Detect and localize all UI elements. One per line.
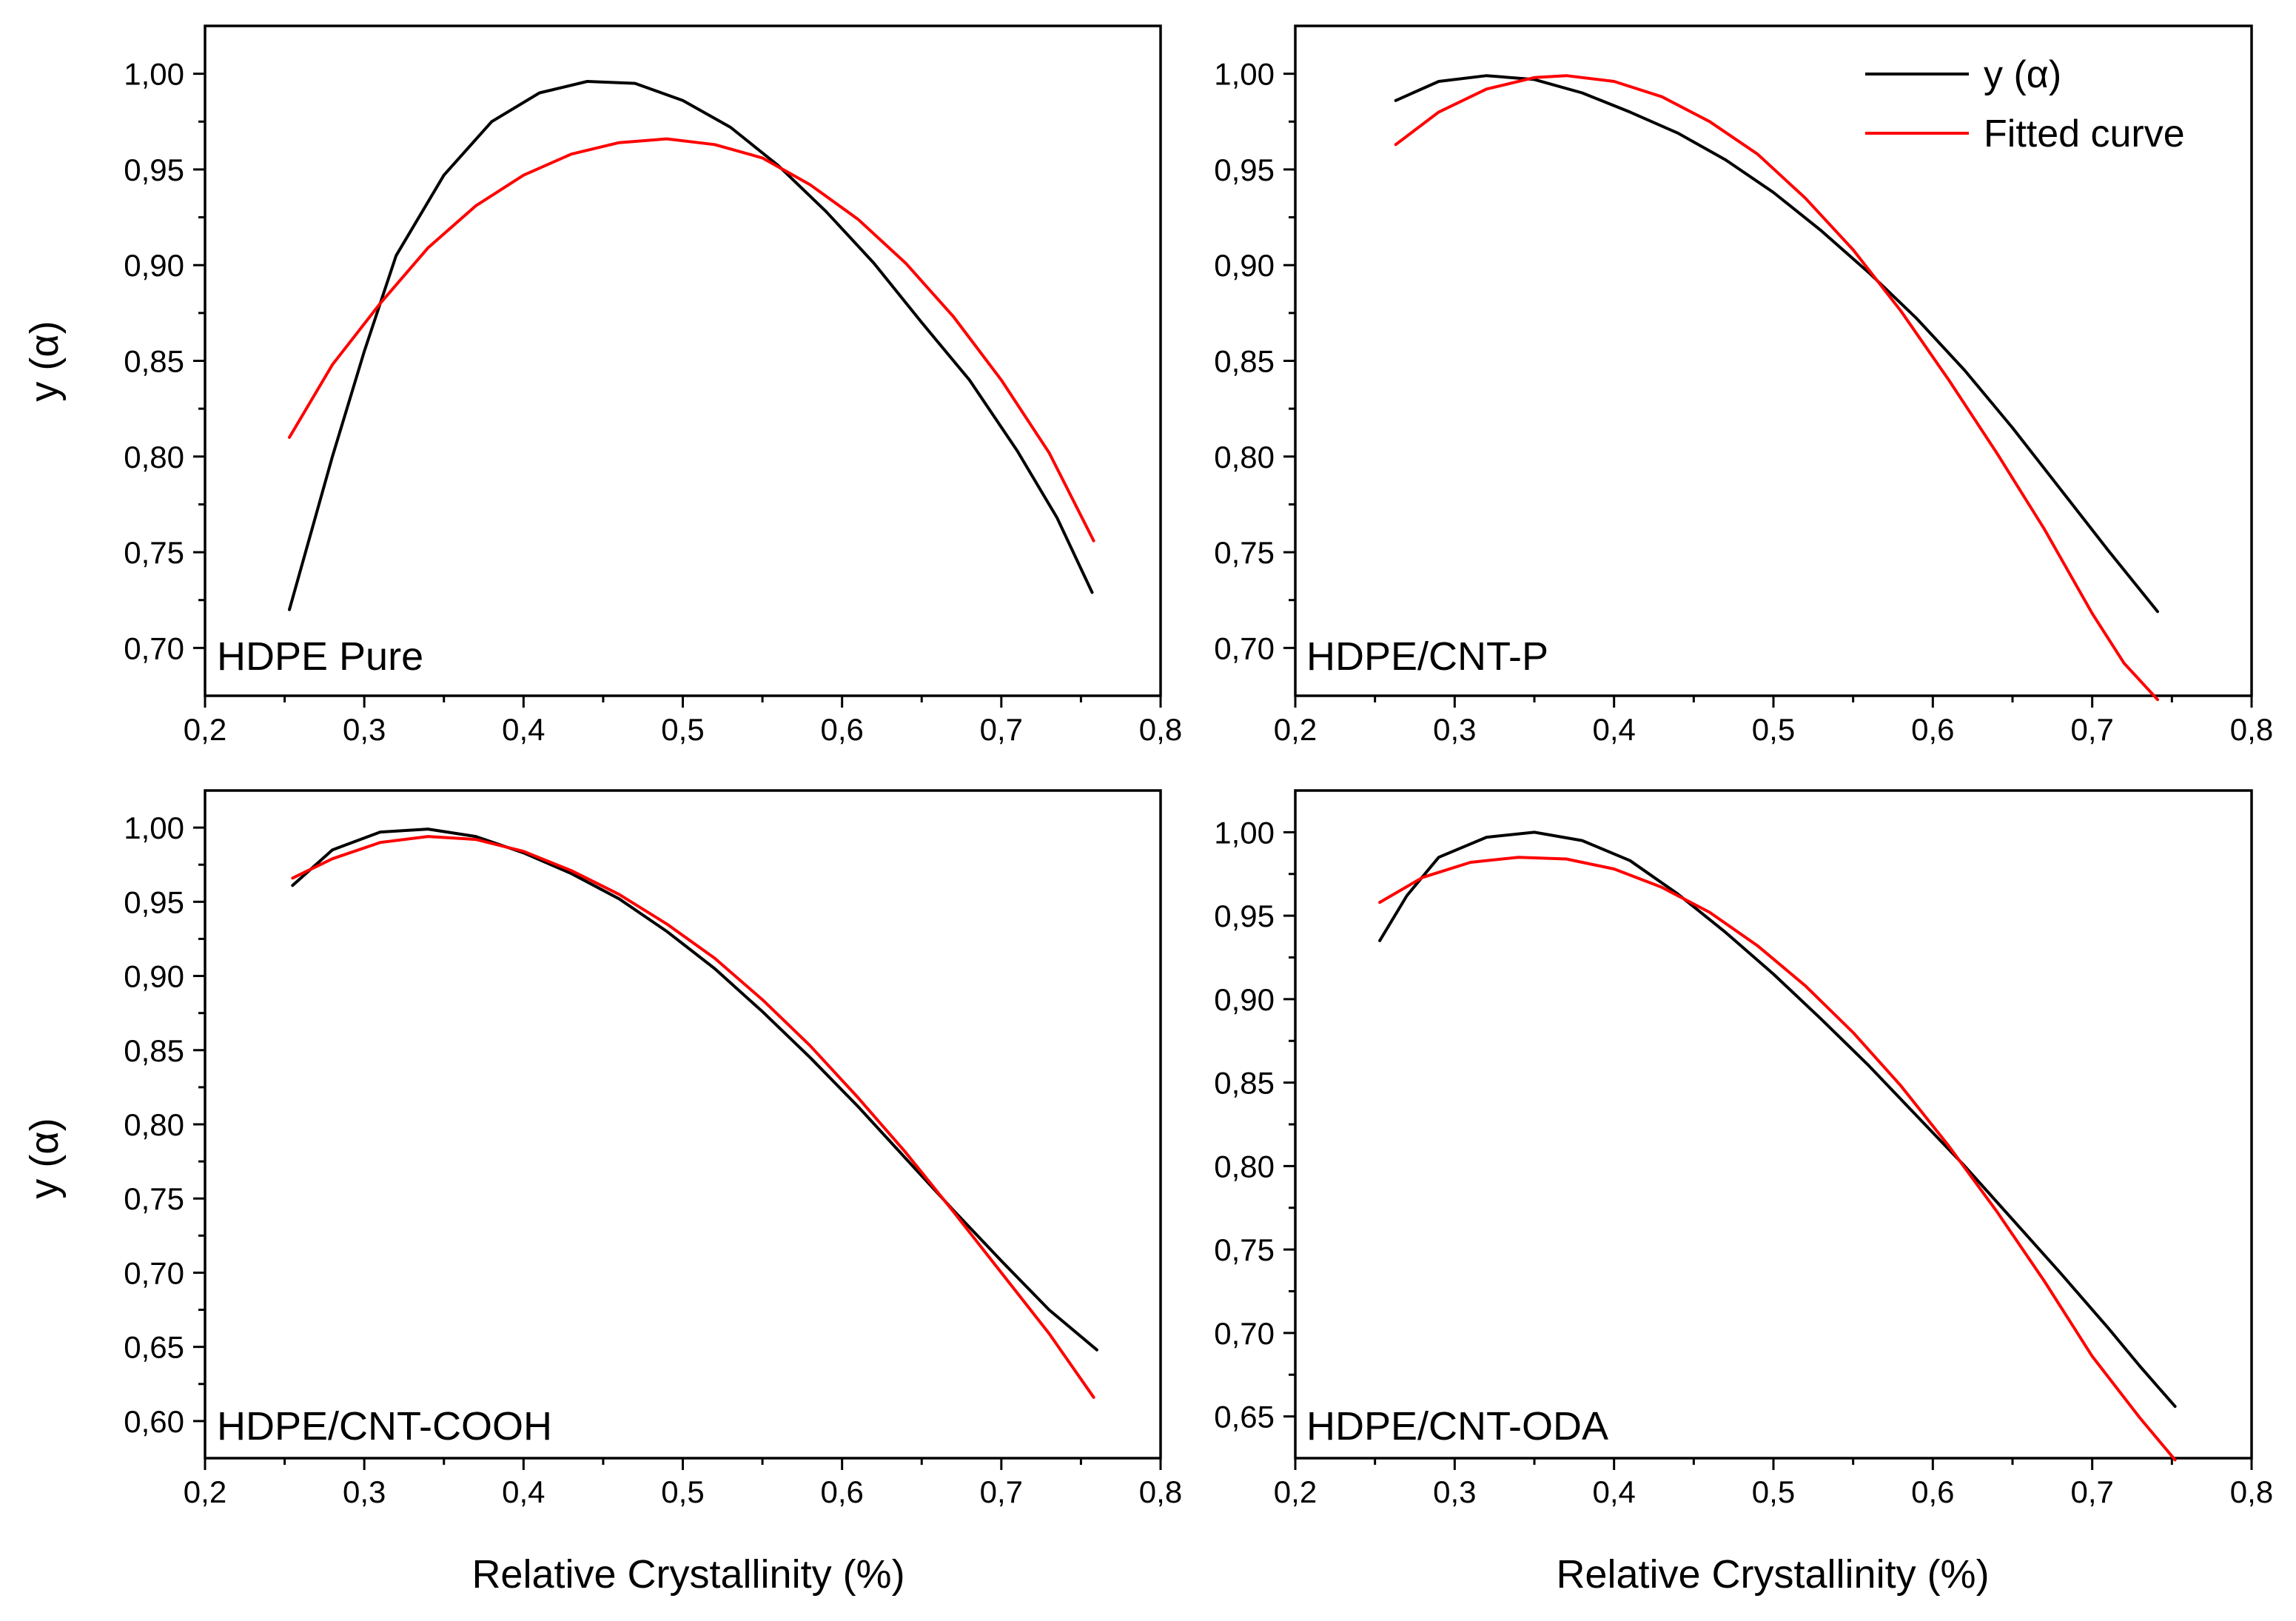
y-axis-title: y (α) bbox=[22, 320, 67, 401]
y-tick-label: 0,70 bbox=[1214, 631, 1275, 665]
series-line-y-alpha bbox=[291, 828, 1098, 1352]
x-tick-label: 0,8 bbox=[1139, 1474, 1182, 1509]
y-tick-label: 0,95 bbox=[1214, 152, 1275, 187]
y-tick-label: 0,95 bbox=[124, 152, 184, 187]
x-tick-label: 0,5 bbox=[1752, 712, 1795, 747]
y-tick-label: 0,90 bbox=[1214, 248, 1275, 283]
x-tick-label: 0,6 bbox=[1911, 1474, 1954, 1509]
y-tick-label: 0,70 bbox=[124, 631, 184, 665]
y-tick-label: 0,75 bbox=[124, 1181, 184, 1216]
y-tick-label: 0,70 bbox=[124, 1255, 184, 1290]
plot-frame bbox=[204, 789, 1162, 1460]
x-tick-label: 0,5 bbox=[1752, 1474, 1795, 1509]
panel-label: HDPE Pure bbox=[217, 634, 423, 679]
y-tick-label: 0,85 bbox=[124, 344, 184, 379]
y-tick-label: 0,65 bbox=[124, 1330, 184, 1365]
series-line-fitted-curve bbox=[1378, 856, 2177, 1462]
x-tick-label: 0,7 bbox=[2070, 1474, 2113, 1509]
x-tick-label: 0,4 bbox=[1592, 1474, 1635, 1509]
y-tick-label: 1,00 bbox=[1214, 815, 1275, 850]
x-tick-label: 0,6 bbox=[820, 712, 863, 747]
x-tick-label: 0,4 bbox=[502, 712, 545, 747]
x-tick-label: 0,2 bbox=[1274, 712, 1317, 747]
series-line-fitted-curve bbox=[288, 137, 1095, 543]
x-tick-label: 0,3 bbox=[1433, 1474, 1476, 1509]
y-tick-label: 0,95 bbox=[124, 885, 184, 919]
y-tick-label: 0,70 bbox=[1214, 1316, 1275, 1351]
y-tick-label: 0,85 bbox=[124, 1033, 184, 1068]
x-tick-label: 0,6 bbox=[1911, 712, 1954, 747]
x-tick-label: 0,3 bbox=[343, 712, 386, 747]
y-tick-label: 0,80 bbox=[124, 440, 184, 474]
x-tick-label: 0,8 bbox=[2230, 1474, 2273, 1509]
y-tick-label: 0,80 bbox=[1214, 1149, 1275, 1184]
y-tick-label: 0,95 bbox=[1214, 899, 1275, 933]
y-tick-label: 0,90 bbox=[124, 959, 184, 994]
y-tick-label: 1,00 bbox=[124, 810, 184, 845]
x-tick-label: 0,2 bbox=[184, 1474, 226, 1509]
panel-hdpe-cnt-p: 0,70 0,75 0,80 0,85 0,90 0,95 1,00 0,2 0,3 0,4 0,… bbox=[1214, 24, 2273, 747]
y-tick-label: 0,80 bbox=[1214, 440, 1275, 474]
legend-label-y-alpha: y (α) bbox=[1984, 53, 2061, 96]
series-line-fitted-curve bbox=[291, 835, 1095, 1399]
x-tick-label: 0,8 bbox=[1139, 712, 1182, 747]
plot-frame bbox=[1294, 789, 2253, 1460]
panel-hdpe-pure: 0,70 0,75 0,80 0,85 0,90 0,95 1,00 0,2 0,3 0,4 0,… bbox=[22, 24, 1182, 747]
panel-label: HDPE/CNT-P bbox=[1306, 634, 1548, 679]
y-tick-label: 0,90 bbox=[1214, 982, 1275, 1017]
x-tick-label: 0,5 bbox=[661, 1474, 704, 1509]
y-tick-label: 0,60 bbox=[124, 1404, 184, 1439]
panel-label: HDPE/CNT-ODA bbox=[1306, 1404, 1608, 1449]
x-tick-label: 0,3 bbox=[343, 1474, 386, 1509]
legend-label-fitted-curve: Fitted curve bbox=[1984, 113, 2185, 155]
y-tick-label: 1,00 bbox=[124, 57, 184, 92]
panel-hdpe-cnt-cooh: 0,60 0,65 0,70 0,75 0,80 0,85 0,90 0,95 1,00 0,2… bbox=[22, 789, 1182, 1597]
x-tick-label: 0,7 bbox=[980, 1474, 1023, 1509]
y-tick-label: 0,80 bbox=[124, 1107, 184, 1142]
x-tick-label: 0,7 bbox=[2070, 712, 2113, 747]
y-tick-label: 0,75 bbox=[1214, 535, 1275, 570]
x-tick-label: 0,5 bbox=[661, 712, 704, 747]
plot-frame bbox=[204, 24, 1162, 697]
panel-label: HDPE/CNT-COOH bbox=[217, 1404, 552, 1449]
x-tick-label: 0,2 bbox=[184, 712, 226, 747]
x-axis-title: Relative Crystallinity (%) bbox=[1556, 1552, 1989, 1597]
x-tick-label: 0,7 bbox=[980, 712, 1023, 747]
x-tick-label: 0,2 bbox=[1274, 1474, 1317, 1509]
legend: y (α) Fitted curve bbox=[1865, 53, 2185, 155]
y-tick-label: 0,75 bbox=[124, 535, 184, 570]
x-tick-label: 0,8 bbox=[2230, 712, 2273, 747]
x-axis-title: Relative Crystallinity (%) bbox=[471, 1552, 904, 1597]
x-tick-label: 0,4 bbox=[1592, 712, 1635, 747]
series-line-y-alpha bbox=[1378, 830, 2177, 1409]
x-tick-label: 0,3 bbox=[1433, 712, 1476, 747]
series-line-fitted-curve bbox=[1394, 74, 2159, 702]
y-tick-label: 0,85 bbox=[1214, 344, 1275, 379]
x-tick-label: 0,6 bbox=[820, 1474, 863, 1509]
y-tick-label: 0,65 bbox=[1214, 1400, 1275, 1434]
x-tick-label: 0,4 bbox=[502, 1474, 545, 1509]
y-axis-title: y (α) bbox=[22, 1118, 67, 1198]
y-tick-label: 0,90 bbox=[124, 248, 184, 283]
y-tick-label: 0,85 bbox=[1214, 1066, 1275, 1101]
series-line-y-alpha bbox=[1394, 74, 2159, 614]
series-line-y-alpha bbox=[288, 80, 1094, 611]
y-tick-label: 0,75 bbox=[1214, 1232, 1275, 1267]
y-tick-label: 1,00 bbox=[1214, 57, 1275, 92]
panel-hdpe-cnt-oda: 0,65 0,70 0,75 0,80 0,85 0,90 0,95 1,00 0,2 0,3 0… bbox=[1214, 789, 2273, 1597]
